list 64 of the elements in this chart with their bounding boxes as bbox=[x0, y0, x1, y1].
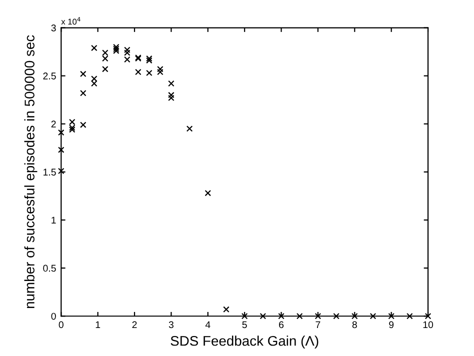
point bbox=[124, 46, 130, 54]
point bbox=[58, 129, 64, 136]
y-tick-label: 0.5 bbox=[43, 264, 56, 272]
point bbox=[146, 55, 152, 62]
x-tick-label: 4 bbox=[205, 321, 210, 328]
point bbox=[157, 68, 164, 76]
point bbox=[406, 312, 413, 320]
point bbox=[204, 190, 212, 196]
x-tick-label: 0 bbox=[58, 321, 64, 328]
point bbox=[102, 66, 108, 72]
point bbox=[168, 80, 174, 87]
x-tick-label: 3 bbox=[168, 321, 174, 328]
point bbox=[388, 312, 394, 320]
point bbox=[91, 44, 98, 52]
text: x 10$^{4}$ bbox=[61, 17, 80, 25]
point bbox=[333, 312, 340, 320]
x-tick-label: 10 bbox=[423, 321, 434, 328]
point bbox=[91, 80, 98, 87]
point bbox=[296, 312, 303, 320]
x-tick-label: 7 bbox=[316, 321, 320, 328]
point bbox=[80, 90, 86, 96]
point bbox=[241, 312, 248, 320]
x-tick-label: 8 bbox=[352, 321, 357, 328]
point bbox=[168, 94, 174, 102]
y-tick-label: 1 bbox=[52, 216, 56, 224]
point bbox=[113, 46, 120, 52]
y-tick-label: 2 bbox=[51, 120, 56, 128]
point bbox=[351, 312, 358, 320]
x-tick-label: 2 bbox=[132, 321, 137, 328]
point bbox=[278, 312, 284, 320]
point bbox=[80, 122, 86, 128]
x-tick-label: 1 bbox=[96, 321, 100, 328]
point bbox=[186, 126, 193, 132]
y-tick-label: 3 bbox=[51, 24, 56, 32]
point bbox=[69, 124, 76, 131]
point bbox=[146, 57, 152, 64]
point bbox=[168, 92, 174, 98]
x-tick-label: 5 bbox=[242, 321, 247, 328]
point bbox=[80, 70, 86, 78]
point bbox=[260, 312, 266, 320]
point bbox=[58, 146, 64, 153]
point bbox=[157, 66, 164, 72]
point bbox=[58, 168, 64, 174]
point bbox=[146, 70, 152, 76]
y-tick-label: 0 bbox=[51, 312, 56, 320]
point bbox=[223, 306, 230, 313]
y-tick-label: 2.5 bbox=[43, 72, 56, 80]
x-tick-label: 6 bbox=[279, 321, 284, 328]
point bbox=[113, 48, 120, 54]
point bbox=[314, 312, 322, 320]
point bbox=[69, 126, 76, 133]
x-tick-label: 9 bbox=[389, 321, 394, 328]
point bbox=[113, 44, 120, 50]
point bbox=[69, 118, 76, 126]
y-tick-label: 1.5 bbox=[44, 168, 56, 176]
point bbox=[135, 68, 142, 76]
point bbox=[124, 50, 130, 56]
point bbox=[124, 56, 130, 63]
point bbox=[91, 76, 98, 82]
point bbox=[370, 312, 376, 320]
point bbox=[102, 55, 108, 62]
x-axis-title: SDS Feedback Gain (Λ) bbox=[170, 336, 318, 349]
y-axis-title: number of succesful episodes in 500000 sec bbox=[24, 35, 38, 308]
point bbox=[102, 50, 108, 56]
